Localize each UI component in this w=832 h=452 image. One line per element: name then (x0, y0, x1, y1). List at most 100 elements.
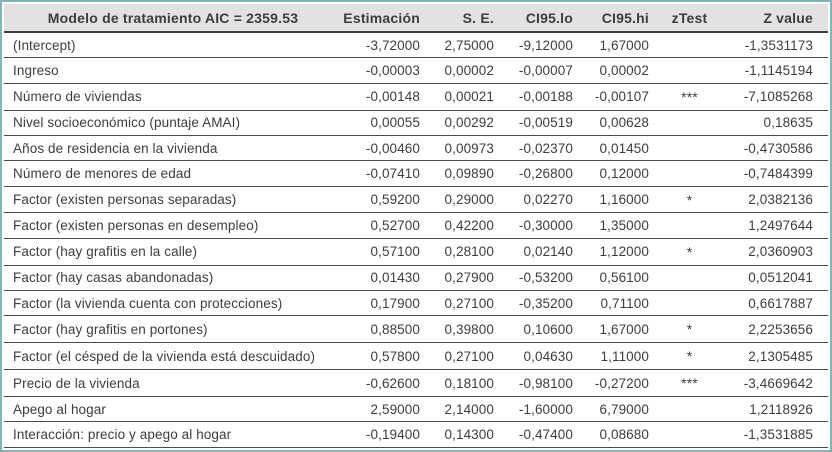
cell-zvalue: 2,0382136 (718, 186, 828, 214)
col-header-zvalue: Z value (718, 4, 828, 33)
cell-ztest: * (661, 186, 718, 214)
cell-ztest (661, 33, 718, 59)
cell-estimacion: 0,57100 (342, 238, 432, 266)
cell-se: 0,39800 (432, 316, 506, 344)
row-label: Factor (hay casas abandonadas) (4, 265, 342, 292)
cell-ci95hi: 1,12000 (585, 238, 661, 266)
cell-ztest: * (661, 343, 718, 371)
cell-zvalue: 1,2497644 (718, 213, 828, 239)
cell-ci95hi: 6,79000 (585, 397, 661, 423)
cell-ci95lo: -0,00007 (506, 58, 585, 84)
table-row: Ingreso -0,00003 0,00002 -0,00007 0,00002 -1,… (4, 58, 828, 84)
cell-ci95hi: 1,16000 (585, 186, 661, 214)
cell-ztest (661, 397, 718, 423)
row-label: Factor (el césped de la vivienda está de… (4, 343, 342, 371)
cell-ci95hi: 0,01450 (585, 135, 661, 162)
row-label: Interacción: precio y apego al hogar (4, 422, 342, 448)
cell-ci95lo: -0,02370 (506, 135, 585, 162)
cell-estimacion: -0,07410 (342, 161, 432, 187)
cell-estimacion: -0,00003 (342, 58, 432, 84)
cell-ztest: * (661, 316, 718, 344)
cell-estimacion: 0,59200 (342, 186, 432, 214)
cell-ci95hi: -0,00107 (585, 83, 661, 111)
cell-estimacion: -0,00460 (342, 135, 432, 162)
table-row: Factor (el césped de la vivienda está de… (4, 343, 828, 371)
cell-ci95lo: -0,98100 (506, 370, 585, 398)
cell-zvalue: 2,0360903 (718, 238, 828, 266)
table-row: Factor (existen personas separadas) 0,592… (4, 186, 828, 214)
cell-estimacion: 0,00055 (342, 110, 432, 136)
cell-se: 2,75000 (432, 33, 506, 59)
cell-se: 0,14300 (432, 422, 506, 448)
table-row: Nivel socioeconómico (puntaje AMAI) 0,000… (4, 110, 828, 136)
table-row: Factor (hay grafitis en la calle) 0,57100… (4, 238, 828, 266)
row-label: Factor (la vivienda cuenta con proteccio… (4, 291, 342, 317)
header-row: Modelo de tratamiento AIC = 2359.53 Esti… (4, 4, 828, 33)
cell-se: 0,42200 (432, 213, 506, 239)
cell-ci95lo: -0,26800 (506, 161, 585, 187)
col-header-ci95lo: CI95.lo (506, 4, 585, 33)
cell-se: 0,29000 (432, 186, 506, 214)
col-header-se: S. E. (432, 4, 506, 33)
cell-zvalue: -0,4730586 (718, 135, 828, 162)
cell-zvalue: 2,1305485 (718, 343, 828, 371)
row-label: Precio de la vivienda (4, 370, 342, 398)
cell-se: 0,00292 (432, 110, 506, 136)
table-row: Número de viviendas -0,00148 0,00021 -0,001… (4, 83, 828, 111)
row-label: Factor (existen personas en desempleo) (4, 213, 342, 239)
cell-zvalue: 2,2253656 (718, 316, 828, 344)
cell-se: 0,00973 (432, 135, 506, 162)
cell-ztest (661, 291, 718, 317)
cell-ci95lo: -0,00519 (506, 110, 585, 136)
cell-se: 0,27900 (432, 265, 506, 292)
cell-ztest (661, 161, 718, 187)
cell-ztest (661, 135, 718, 162)
cell-zvalue: 1,2118926 (718, 397, 828, 423)
cell-ci95lo: 0,02140 (506, 238, 585, 266)
cell-ci95lo: -0,35200 (506, 291, 585, 317)
table-row: Número de menores de edad -0,07410 0,09890… (4, 161, 828, 187)
cell-estimacion: 0,01430 (342, 265, 432, 292)
cell-se: 0,28100 (432, 238, 506, 266)
row-label: Nivel socioeconómico (puntaje AMAI) (4, 110, 342, 136)
cell-ztest (661, 422, 718, 448)
cell-se: 0,00021 (432, 83, 506, 111)
cell-se: 0,27100 (432, 291, 506, 317)
cell-zvalue: 0,18635 (718, 110, 828, 136)
cell-zvalue: -0,7484399 (718, 161, 828, 187)
cell-ztest: *** (661, 370, 718, 398)
cell-zvalue: -1,3531173 (718, 33, 828, 59)
row-label: Apego al hogar (4, 397, 342, 423)
cell-se: 0,18100 (432, 370, 506, 398)
cell-zvalue: -7,1085268 (718, 83, 828, 111)
cell-zvalue: 0,0512041 (718, 265, 828, 292)
table-row: Apego al hogar 2,59000 2,14000 -1,60000 6,79… (4, 397, 828, 423)
row-label: Número de menores de edad (4, 161, 342, 187)
cell-estimacion: 0,57800 (342, 343, 432, 371)
table-row: Interacción: precio y apego al hogar -0,1… (4, 422, 828, 448)
col-header-ztest: zTest (661, 4, 718, 33)
cell-ztest (661, 110, 718, 136)
table-row: Años de residencia en la vivienda -0,0046… (4, 135, 828, 162)
cell-ztest (661, 213, 718, 239)
table-row: Factor (hay grafitis en portones) 0,88500… (4, 316, 828, 344)
cell-ci95hi: 0,00628 (585, 110, 661, 136)
regression-results-table: Modelo de tratamiento AIC = 2359.53 Esti… (4, 4, 828, 448)
cell-ci95lo: 0,10600 (506, 316, 585, 344)
cell-ci95hi: 0,56100 (585, 265, 661, 292)
cell-ci95lo: -0,30000 (506, 213, 585, 239)
cell-ci95lo: -0,00188 (506, 83, 585, 111)
row-label: (Intercept) (4, 33, 342, 59)
col-header-estimacion: Estimación (342, 4, 432, 33)
row-label: Número de viviendas (4, 83, 342, 111)
cell-ci95hi: 1,67000 (585, 316, 661, 344)
cell-estimacion: -0,62600 (342, 370, 432, 398)
row-label: Años de residencia en la vivienda (4, 135, 342, 162)
cell-ci95hi: 1,67000 (585, 33, 661, 59)
cell-estimacion: 2,59000 (342, 397, 432, 423)
cell-ci95hi: 0,12000 (585, 161, 661, 187)
cell-zvalue: -3,4669642 (718, 370, 828, 398)
cell-ci95hi: -0,27200 (585, 370, 661, 398)
cell-ci95hi: 1,11000 (585, 343, 661, 371)
